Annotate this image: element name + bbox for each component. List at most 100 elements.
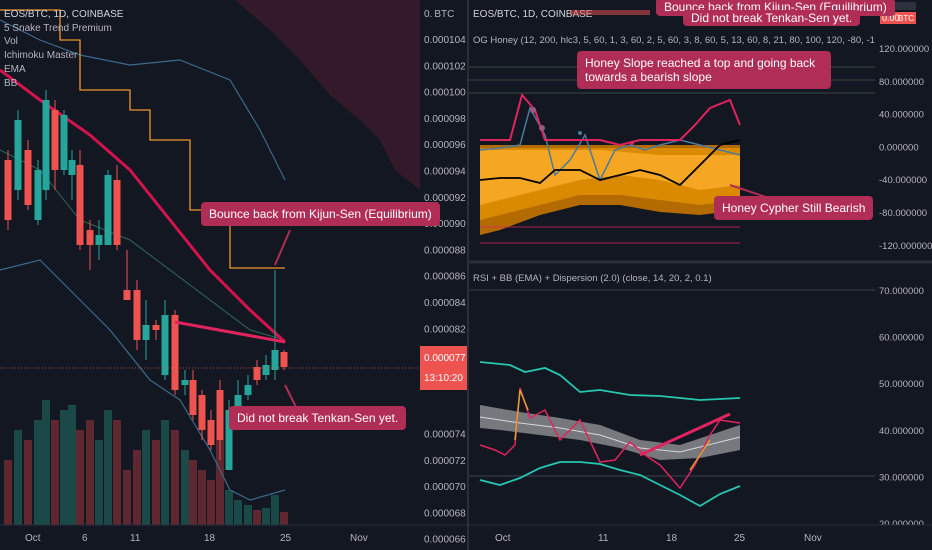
volume-bar [189,460,197,525]
rsi-bb-band [480,405,740,460]
honey-scale[interactable]: 120.000000 80.000000 40.000000 0.000000 -40.… [875,28,932,265]
date-tick-25: 25 [280,533,292,544]
candle-body [171,315,179,390]
volume-bar [198,470,206,525]
left-chart-pane[interactable] [0,0,420,525]
date-tick-oct-right: Oct [495,533,511,544]
candle-body [225,410,233,470]
volume-bar [133,450,141,525]
candle-body [113,180,121,245]
price-tick-label: 0.000088 [424,245,466,256]
candle-body [42,100,50,190]
date-tick-11: 11 [130,533,141,544]
rsi-tick-label: 50.000000 [879,379,924,390]
rsi-indicator-title[interactable]: RSI + BB (EMA) + Dispersion (2.0) (close… [473,273,712,284]
top-tenkan-callout[interactable]: Did not break Tenkan-Sen yet. [683,10,861,26]
right-price-badge-value: 0.00 [882,13,900,23]
candle-body [24,150,32,205]
volume-bar [24,440,32,525]
volume-bar [244,505,252,525]
price-tick-label: 0.000082 [424,324,466,335]
candle-body [51,110,59,170]
candle-body [271,350,279,370]
candle-body [142,325,150,340]
honey-tick-label: -80.000000 [879,208,927,219]
trend-line[interactable] [174,320,286,344]
candle-body [133,290,141,340]
price-tick-label: 0.000102 [424,61,466,72]
date-tick-nov-right: Nov [804,533,822,544]
rsi-line-segment [689,439,711,471]
candle-body [152,325,160,330]
candle-body [207,420,215,445]
panel-divider[interactable] [467,0,469,550]
kijun-callout[interactable]: Bounce back from Kijun-Sen (Equilibrium) [201,202,440,226]
volume-bar [152,440,160,525]
volume-bars [4,400,288,525]
volume-bar [280,512,288,525]
kijun-callout-pointer [274,229,291,266]
indicator-vol[interactable]: Vol [4,36,18,47]
volume-bar [51,420,59,525]
honey-indicator-title[interactable]: OG Honey (12, 200, hlc3, 5, 60, 1, 3, 60… [473,35,932,46]
volume-bar [216,440,224,525]
volume-bar [104,410,112,525]
honey-tick-label: 80.000000 [879,77,924,88]
rsi-pane[interactable] [469,265,875,525]
rsi-dispersion-upper [479,361,741,401]
mini-price-marker [878,2,916,10]
honey-cypher-callout[interactable]: Honey Cypher Still Bearish [714,196,874,220]
honey-slope-callout[interactable]: Honey Slope reached a top and going back… [577,51,831,89]
candle-body [262,365,270,375]
indicator-ichimoku[interactable]: Ichimoku Master [4,50,78,61]
left-date-axis[interactable]: Oct 6 11 18 25 Nov [0,524,467,550]
candle-body [123,290,131,300]
candle-body [95,235,103,245]
volume-bar [161,420,169,525]
volume-bar [123,470,131,525]
date-tick-25-right: 25 [734,533,746,544]
candle-body [253,367,261,380]
volume-bar [68,405,76,525]
volume-bar [181,450,189,525]
honey-tick-label: 0.000000 [879,142,919,153]
candle-body [104,175,112,245]
candle-body [198,395,206,430]
volume-bar [113,420,121,525]
candle-body [216,390,224,440]
left-legend[interactable]: EOS/BTC, 1D, COINBASE 5 Snake Trend Prem… [4,9,124,89]
rsi-line [479,387,741,490]
left-price-axis[interactable]: 0.000104 0.000102 0.000100 0.000098 0.000096… [420,0,467,546]
tenkan-callout[interactable]: Did not break Tenkan-Sen yet. [229,406,407,430]
volume-bar [76,430,84,525]
rsi-tick-label: 40.000000 [879,426,924,437]
date-tick-11-right: 11 [598,533,609,544]
indicator-bb[interactable]: BB [4,78,18,89]
indicator-ema[interactable]: EMA [4,64,26,75]
price-tick-label: 0.000098 [424,114,466,125]
candle-body [14,120,22,190]
candle-body [189,380,197,415]
rsi-dispersion-lower [479,461,741,508]
honey-slope-line [480,92,741,147]
honey-tick-label: -40.000000 [879,175,927,186]
indicator-snake-trend[interactable]: 5 Snake Trend Premium [4,23,112,34]
price-tick-label: 0.000072 [424,456,466,467]
date-tick-nov: Nov [350,533,368,544]
right-date-axis[interactable]: Oct 11 18 25 Nov [469,524,932,550]
rsi-scale[interactable]: 70.000000 60.000000 50.000000 40.000000 30.0… [875,265,932,530]
current-price-badge [420,346,467,390]
price-tick-label: 0.000100 [424,88,466,99]
volume-bar [34,420,42,525]
rsi-line-segment [514,389,529,441]
volume-bar [60,410,68,525]
price-tick-label: 0.000090 [424,219,466,230]
ichimoku-cloud [235,0,420,190]
rsi-tick-label: 30.000000 [879,472,924,483]
price-tick-label: 0.000094 [424,167,466,178]
bb-lower-line [0,259,286,501]
rsi-trend-line[interactable] [639,412,731,457]
honey-dot [578,131,582,135]
volume-bar [253,510,261,525]
